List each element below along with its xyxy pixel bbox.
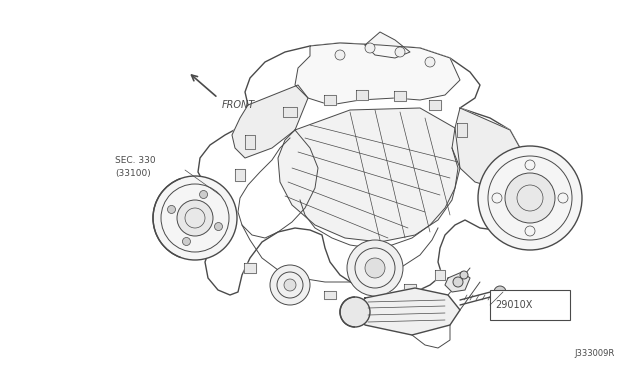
Polygon shape [245, 135, 255, 149]
Polygon shape [283, 107, 297, 117]
Circle shape [453, 277, 463, 287]
Text: J333009R: J333009R [575, 349, 615, 358]
Polygon shape [324, 95, 336, 105]
Circle shape [347, 240, 403, 296]
Text: FRONT: FRONT [222, 100, 255, 110]
Polygon shape [232, 85, 308, 158]
Circle shape [182, 237, 191, 246]
Polygon shape [429, 100, 441, 110]
Bar [490, 290, 570, 320]
Circle shape [200, 190, 207, 199]
Circle shape [284, 279, 296, 291]
Polygon shape [394, 91, 406, 101]
Circle shape [270, 265, 310, 305]
Polygon shape [295, 43, 460, 105]
Text: SEC. 330: SEC. 330 [115, 156, 156, 165]
Text: (33100): (33100) [115, 169, 151, 178]
Polygon shape [235, 169, 245, 181]
Polygon shape [355, 288, 460, 335]
Circle shape [395, 47, 405, 57]
Polygon shape [457, 123, 467, 137]
Text: 29010X: 29010X [495, 300, 532, 310]
Polygon shape [244, 263, 256, 273]
Circle shape [340, 297, 370, 327]
Circle shape [214, 222, 223, 231]
Polygon shape [198, 43, 520, 295]
Polygon shape [435, 270, 445, 280]
Circle shape [335, 50, 345, 60]
Circle shape [365, 258, 385, 278]
Circle shape [177, 200, 213, 236]
Circle shape [478, 146, 582, 250]
Circle shape [153, 176, 237, 260]
Circle shape [505, 173, 555, 223]
Polygon shape [324, 291, 336, 299]
Circle shape [168, 205, 175, 214]
Polygon shape [445, 272, 470, 292]
Circle shape [365, 43, 375, 53]
Circle shape [494, 286, 506, 298]
Polygon shape [452, 108, 520, 188]
Circle shape [425, 57, 435, 67]
Polygon shape [356, 90, 368, 100]
Polygon shape [278, 108, 460, 242]
Circle shape [460, 271, 468, 279]
Polygon shape [404, 284, 416, 292]
Polygon shape [365, 32, 410, 58]
Polygon shape [279, 286, 291, 294]
